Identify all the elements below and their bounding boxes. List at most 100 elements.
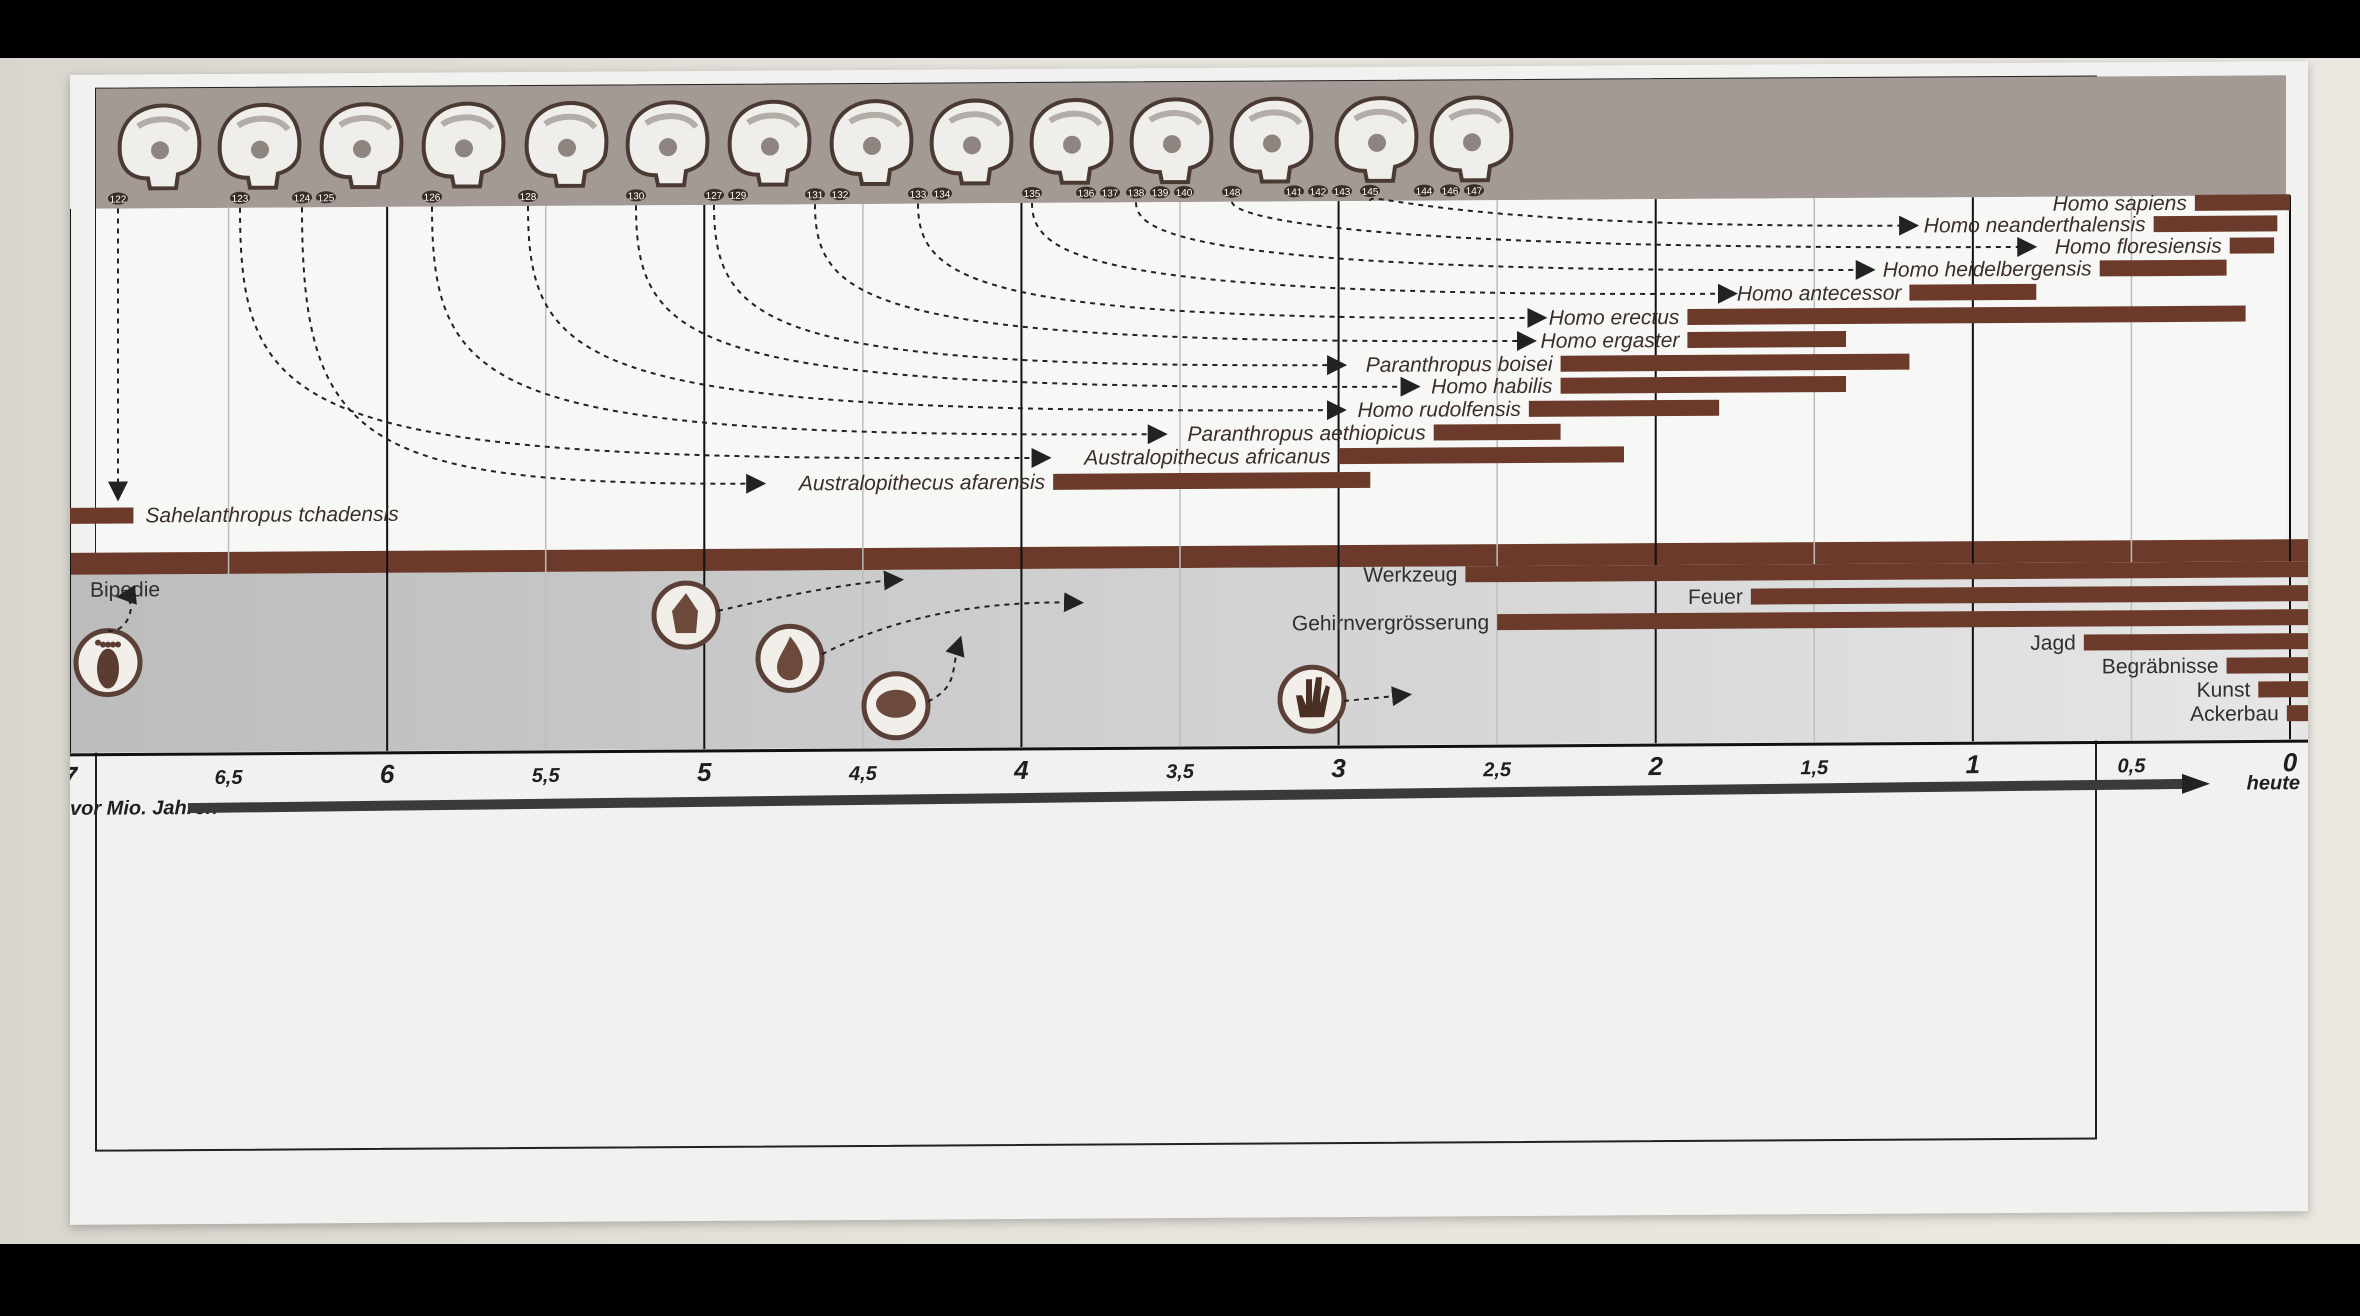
skull-number-badge [1076,186,1096,199]
species-bar [1560,375,1846,394]
axis-tick-label: 2 [1647,751,1663,781]
species-label: Paranthropus boisei [1366,353,1554,377]
species-bar [2099,259,2227,277]
species-area [96,195,2286,565]
skull-number-label: 143 [1334,187,1351,198]
foot-sole [97,648,119,689]
skull-number-label: 148 [1224,188,1241,199]
hand-axe-icon [651,580,721,650]
skull-shading [746,112,801,129]
brain-shape [876,689,916,718]
feature-bar [1750,585,2308,605]
axis-tick-label: 3 [1331,753,1346,783]
skull-number-badge [932,187,952,200]
species-label: Sahelanthropus tchadensis [145,503,399,528]
skull-number-badge [316,191,336,204]
divider-bar [70,539,2308,575]
foot-toe [115,641,121,648]
skull-number-label: 126 [424,193,441,204]
skull-number-label: 122 [110,194,127,205]
species-bar [2194,194,2291,211]
feature-label: Werkzeug [1363,563,1457,587]
feature-label: Kunst [2197,679,2251,702]
connector-arrow [1369,197,1920,236]
species-label: Homo erectus [1549,306,1680,330]
feature-bar [2286,705,2308,722]
brain-icon [861,671,931,741]
skull-icon [829,99,914,187]
skull-number-label: 145 [1362,187,1379,198]
skull-number-badge [1100,186,1120,199]
species-bar [1909,283,2037,301]
skull-number-label: 146 [1442,186,1459,197]
connector-arrow [814,204,1537,351]
species-bar [1528,399,1720,417]
skull-eye [251,140,269,159]
skull-number-badge [108,192,128,205]
connector-arrow [431,206,1168,445]
skull-number-badge [704,188,724,201]
skull-number-badge [1022,186,1042,199]
time-arrow-shaft [187,778,2186,814]
skull-number-badge [1150,186,1170,199]
skull-number-label: 124 [294,193,311,204]
skull-icon [524,101,609,188]
species-label: Homo antecessor [1737,282,1903,306]
skull-icon [217,102,302,190]
feature-bar [2083,633,2308,651]
species-label: Australopithecus afarensis [797,471,1046,496]
skull-icon [727,99,812,187]
skull-shading [948,111,1003,128]
axis-tick-label: 5 [697,757,712,787]
skull-number-badge [422,190,442,203]
skull-number-badge [1332,185,1352,198]
skull-number-badge [626,189,646,202]
axis-tick-label: 0 [2283,747,2298,777]
skull-number-label: 141 [1286,187,1303,198]
feature-label: Jagd [2030,632,2076,655]
skull-number-badge [230,191,250,204]
axe-shape [672,593,698,634]
connector-arrow [635,205,1421,397]
footprint-icon [73,628,143,698]
species-bar [1433,423,1561,441]
skull-eye [1163,135,1181,154]
skull-number-badge [830,188,850,201]
feature-connector [1343,686,1412,707]
skull-number-badge [1360,184,1380,197]
skull-shading [1048,110,1103,127]
species-bar [1560,353,1910,372]
feature-bar [2258,681,2308,698]
skull-number-label: 129 [730,191,747,202]
skull-icon [625,100,710,188]
timeline-poster: 7 6,5 6 5,5 5 4,5 4 3,5 3 2,5 2 1,5 1 0,5 0 vor Mio. Ja… [70,61,2308,1225]
species-label: Australopithecus africanus [1082,445,1331,470]
time-arrow-head [2182,773,2210,794]
skull-eye [353,140,371,159]
species-bar [70,507,134,524]
connector-arrow [239,207,1052,468]
axis-line [70,739,2308,757]
foot-toe [105,641,111,648]
skull-shading [1248,109,1303,126]
species-label: Homo heidelbergensis [1883,257,2092,281]
skull-icon [319,102,404,190]
skull-eye [761,137,779,156]
skull-number-label: 144 [1416,187,1433,198]
skull-eye [1263,134,1281,153]
skull-number-label: 134 [934,189,951,200]
axis-tick-label: 6 [380,759,395,789]
skull-icon [1334,96,1419,183]
skull-eye [963,136,981,155]
species-bar [1687,330,1847,348]
connector-arrow [713,204,1348,376]
skull-number-label: 123 [232,194,249,205]
skull-shading [1353,108,1408,125]
feature-connector [821,592,1084,656]
connector-arrow [1031,202,1738,304]
connector-arrow [527,206,1347,421]
skull-number-label: 132 [832,190,849,201]
skull-eye [558,138,576,157]
skull-number-label: 136 [1078,189,1095,200]
axis-tick-label: 2,5 [1482,759,1512,781]
